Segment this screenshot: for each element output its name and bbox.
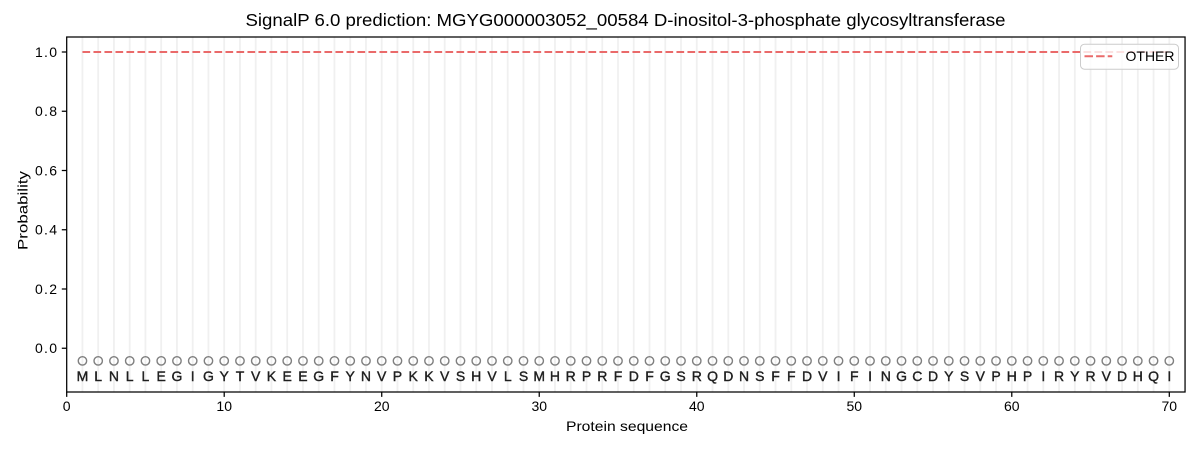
svg-text:P: P	[393, 368, 402, 384]
svg-text:N: N	[739, 368, 749, 384]
svg-text:SignalP 6.0 prediction: MGYG00: SignalP 6.0 prediction: MGYG000003052_00…	[246, 10, 1006, 30]
svg-text:H: H	[1133, 368, 1143, 384]
svg-text:30: 30	[531, 398, 547, 414]
svg-text:E: E	[298, 368, 307, 384]
svg-text:K: K	[424, 368, 434, 384]
svg-text:C: C	[912, 368, 922, 384]
svg-text:D: D	[1117, 368, 1127, 384]
svg-text:P: P	[1023, 368, 1032, 384]
svg-text:D: D	[723, 368, 733, 384]
svg-text:N: N	[881, 368, 891, 384]
svg-text:G: G	[203, 368, 214, 384]
svg-text:S: S	[960, 368, 969, 384]
svg-text:1.0: 1.0	[35, 44, 57, 60]
svg-text:0: 0	[63, 398, 71, 414]
svg-text:I: I	[1167, 368, 1171, 384]
svg-text:20: 20	[374, 398, 390, 414]
svg-text:S: S	[519, 368, 528, 384]
svg-text:Y: Y	[1070, 368, 1080, 384]
svg-text:M: M	[533, 368, 545, 384]
svg-text:70: 70	[1162, 398, 1178, 414]
svg-text:D: D	[928, 368, 938, 384]
svg-text:L: L	[504, 368, 512, 384]
svg-text:I: I	[1041, 368, 1045, 384]
svg-text:R: R	[1054, 368, 1064, 384]
svg-text:D: D	[802, 368, 812, 384]
svg-text:I: I	[837, 368, 841, 384]
svg-text:V: V	[1102, 368, 1112, 384]
svg-text:Probability: Probability	[15, 171, 31, 250]
svg-text:I: I	[191, 368, 195, 384]
svg-text:F: F	[787, 368, 796, 384]
svg-text:F: F	[330, 368, 339, 384]
svg-text:R: R	[1085, 368, 1095, 384]
svg-text:P: P	[991, 368, 1000, 384]
svg-text:E: E	[283, 368, 292, 384]
svg-text:60: 60	[1004, 398, 1020, 414]
svg-text:Y: Y	[346, 368, 356, 384]
svg-text:G: G	[313, 368, 324, 384]
svg-text:0.4: 0.4	[35, 222, 57, 238]
svg-text:0.6: 0.6	[35, 162, 57, 178]
svg-text:0.0: 0.0	[35, 340, 57, 356]
svg-text:0.2: 0.2	[35, 281, 57, 297]
svg-text:S: S	[755, 368, 764, 384]
svg-text:Y: Y	[220, 368, 230, 384]
svg-text:Protein sequence: Protein sequence	[566, 418, 688, 434]
svg-text:R: R	[566, 368, 576, 384]
svg-text:0.8: 0.8	[35, 103, 57, 119]
svg-text:Q: Q	[707, 368, 718, 384]
svg-text:10: 10	[216, 398, 232, 414]
svg-text:M: M	[77, 368, 89, 384]
svg-text:G: G	[660, 368, 671, 384]
svg-text:Y: Y	[944, 368, 954, 384]
svg-text:F: F	[614, 368, 623, 384]
svg-text:V: V	[377, 368, 387, 384]
svg-text:T: T	[236, 368, 245, 384]
svg-text:V: V	[976, 368, 986, 384]
svg-text:L: L	[142, 368, 150, 384]
svg-text:D: D	[629, 368, 639, 384]
svg-text:V: V	[818, 368, 828, 384]
svg-text:E: E	[157, 368, 166, 384]
svg-text:G: G	[172, 368, 183, 384]
svg-text:K: K	[267, 368, 277, 384]
svg-text:L: L	[94, 368, 102, 384]
svg-text:V: V	[440, 368, 450, 384]
svg-text:I: I	[868, 368, 872, 384]
svg-text:N: N	[109, 368, 119, 384]
svg-text:OTHER: OTHER	[1126, 48, 1175, 64]
svg-text:V: V	[487, 368, 497, 384]
svg-text:R: R	[597, 368, 607, 384]
svg-text:F: F	[850, 368, 859, 384]
svg-text:S: S	[456, 368, 465, 384]
svg-text:K: K	[409, 368, 419, 384]
svg-text:R: R	[692, 368, 702, 384]
svg-text:H: H	[1007, 368, 1017, 384]
svg-text:L: L	[126, 368, 134, 384]
svg-text:F: F	[771, 368, 780, 384]
svg-text:N: N	[361, 368, 371, 384]
svg-text:40: 40	[689, 398, 705, 414]
svg-text:G: G	[896, 368, 907, 384]
svg-text:H: H	[550, 368, 560, 384]
svg-text:H: H	[471, 368, 481, 384]
svg-text:P: P	[582, 368, 591, 384]
svg-text:V: V	[251, 368, 261, 384]
svg-text:S: S	[676, 368, 685, 384]
svg-text:F: F	[645, 368, 654, 384]
svg-text:Q: Q	[1148, 368, 1159, 384]
svg-text:50: 50	[846, 398, 862, 414]
